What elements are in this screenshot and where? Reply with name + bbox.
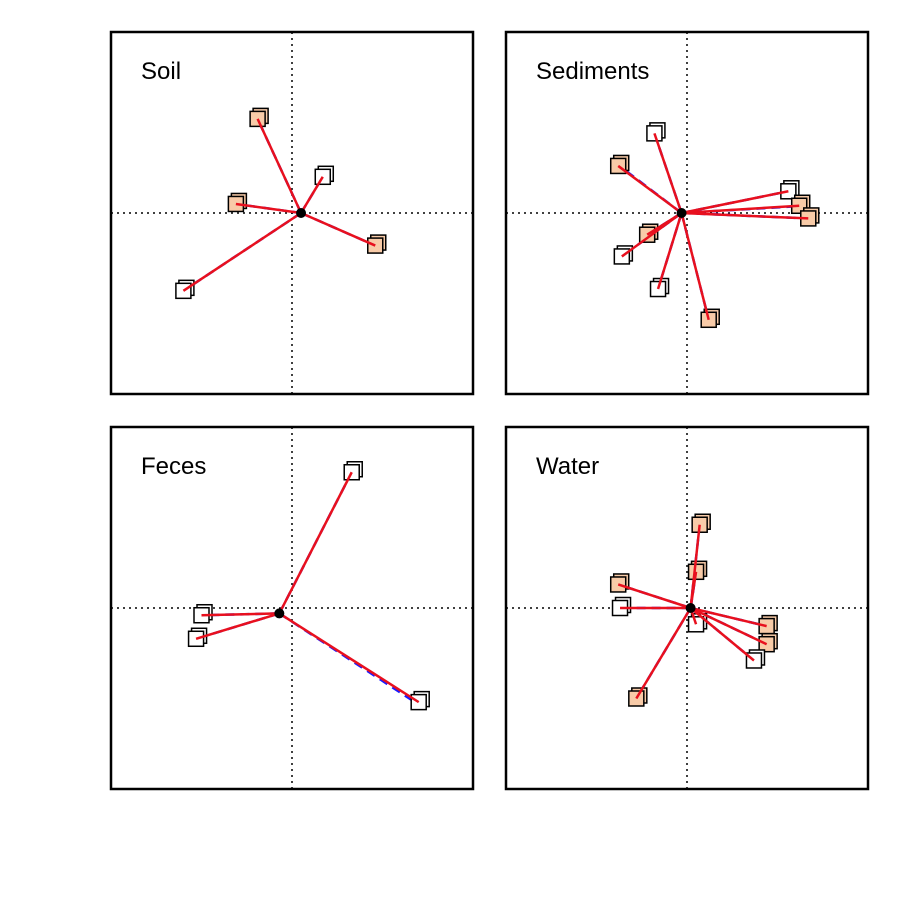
- panel-frame: [109, 30, 475, 396]
- panel-soil: Soil: [109, 30, 475, 396]
- sample-square-2: [609, 576, 627, 593]
- sample-square-0: [249, 110, 266, 128]
- sample-square-5: [758, 635, 775, 653]
- red-segment-3: [278, 612, 420, 704]
- panel-title-feces: Feces: [141, 453, 206, 480]
- sample-square-1: [314, 168, 332, 186]
- red-segment-4: [681, 211, 809, 220]
- centroid-point: [676, 208, 687, 218]
- red-segment-0: [653, 132, 683, 214]
- red-segment-5: [690, 606, 768, 646]
- panel-title-water: Water: [536, 453, 599, 480]
- red-segment-8: [635, 607, 692, 700]
- red-segment-1: [201, 612, 280, 617]
- centroid-point: [296, 208, 307, 218]
- panel-title-sediments: Sediments: [536, 58, 649, 85]
- red-segment-0: [278, 471, 353, 615]
- red-segment-2: [617, 583, 692, 610]
- red-segment-1: [299, 176, 324, 214]
- red-segment-0: [256, 118, 303, 214]
- sample-square-0: [646, 125, 663, 142]
- red-segment-6: [621, 211, 683, 258]
- panel-frame: [504, 30, 870, 396]
- red-segment-2: [681, 190, 789, 215]
- centroid-point: [685, 603, 696, 613]
- blue-dashed-segment-3: [278, 612, 422, 707]
- red-segment-1: [689, 571, 698, 609]
- panel-water: Water: [504, 425, 870, 791]
- red-segment-4: [182, 211, 302, 292]
- sample-square-7: [649, 280, 667, 298]
- sample-square-4: [175, 282, 192, 300]
- red-segment-4: [690, 606, 767, 628]
- red-segment-3: [681, 204, 800, 215]
- red-segment-8: [680, 212, 710, 321]
- red-segment-3: [300, 211, 376, 247]
- red-segment-2: [235, 202, 302, 215]
- centroid-point: [274, 608, 285, 619]
- panel-sediments: Sediments: [504, 30, 870, 396]
- red-segment-2: [195, 612, 280, 640]
- panel-frame: [504, 425, 870, 791]
- red-segment-1: [617, 164, 683, 215]
- panel-title-soil: Soil: [141, 58, 181, 85]
- panel-feces: Feces: [109, 425, 475, 791]
- red-segment-6: [689, 607, 755, 662]
- panel-frame: [109, 425, 475, 791]
- red-segment-7: [656, 212, 683, 290]
